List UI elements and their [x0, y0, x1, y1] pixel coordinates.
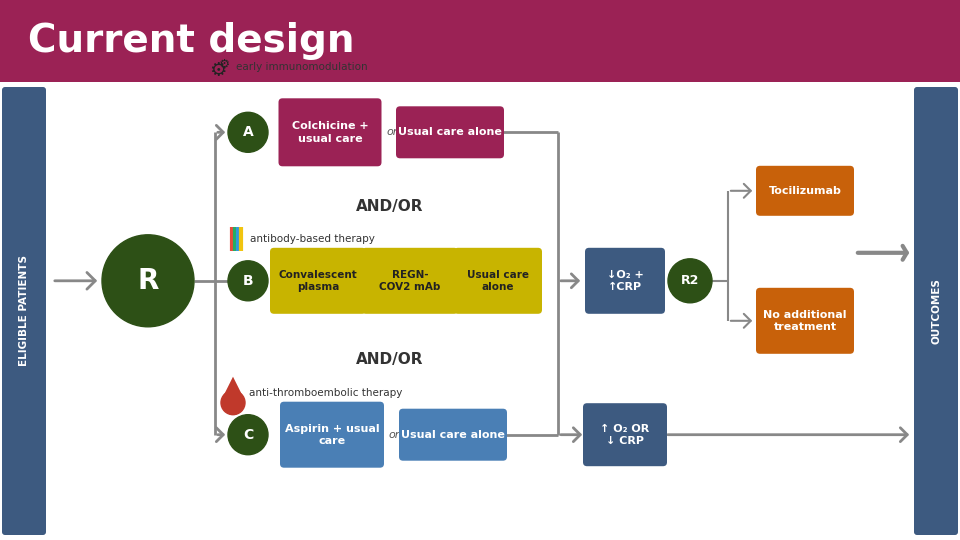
Text: ELIGIBLE PATIENTS: ELIGIBLE PATIENTS — [19, 255, 29, 367]
FancyBboxPatch shape — [270, 248, 366, 314]
Text: R2: R2 — [681, 274, 699, 287]
Circle shape — [668, 259, 712, 303]
Text: ⚙: ⚙ — [209, 61, 227, 80]
Polygon shape — [223, 377, 243, 397]
FancyBboxPatch shape — [362, 248, 458, 314]
FancyBboxPatch shape — [278, 98, 381, 166]
Text: or: or — [457, 276, 468, 286]
Text: No additional
treatment: No additional treatment — [763, 309, 847, 332]
Text: early immunomodulation: early immunomodulation — [236, 62, 368, 72]
Text: Colchicine +
usual care: Colchicine + usual care — [292, 121, 369, 144]
Text: Usual care alone: Usual care alone — [401, 430, 505, 440]
Circle shape — [102, 235, 194, 327]
Text: A: A — [243, 125, 253, 139]
FancyBboxPatch shape — [756, 166, 854, 216]
Text: Convalescent
plasma: Convalescent plasma — [278, 269, 357, 292]
FancyBboxPatch shape — [280, 402, 384, 468]
Text: AND/OR: AND/OR — [356, 352, 423, 367]
Text: OUTCOMES: OUTCOMES — [931, 278, 941, 344]
Circle shape — [228, 261, 268, 301]
Text: C: C — [243, 428, 253, 442]
Text: ↑ O₂ OR
↓ CRP: ↑ O₂ OR ↓ CRP — [600, 423, 650, 446]
Circle shape — [228, 415, 268, 455]
Text: or: or — [386, 127, 397, 137]
Text: Usual care
alone: Usual care alone — [467, 269, 529, 292]
FancyBboxPatch shape — [2, 87, 46, 535]
Text: Aspirin + usual
care: Aspirin + usual care — [285, 423, 379, 446]
FancyBboxPatch shape — [914, 87, 958, 535]
FancyBboxPatch shape — [583, 403, 667, 466]
Text: R: R — [137, 267, 158, 295]
Text: or: or — [366, 276, 376, 286]
Text: REGN-
COV2 mAb: REGN- COV2 mAb — [379, 269, 441, 292]
Text: anti-thromboembolic therapy: anti-thromboembolic therapy — [249, 388, 402, 397]
Text: B: B — [243, 274, 253, 288]
Text: or: or — [388, 430, 399, 440]
FancyBboxPatch shape — [0, 0, 960, 82]
FancyBboxPatch shape — [396, 106, 504, 158]
Text: ↓O₂ +
↑CRP: ↓O₂ + ↑CRP — [607, 269, 643, 292]
Circle shape — [221, 391, 245, 415]
Text: AND/OR: AND/OR — [356, 199, 423, 214]
FancyBboxPatch shape — [454, 248, 542, 314]
FancyBboxPatch shape — [399, 409, 507, 461]
Text: antibody-based therapy: antibody-based therapy — [250, 234, 374, 244]
Text: ⚙: ⚙ — [218, 58, 229, 71]
Text: Usual care alone: Usual care alone — [398, 127, 502, 137]
FancyBboxPatch shape — [585, 248, 665, 314]
FancyBboxPatch shape — [756, 288, 854, 354]
Circle shape — [228, 112, 268, 152]
Text: Tocilizumab: Tocilizumab — [769, 186, 841, 196]
Text: Current design: Current design — [28, 22, 354, 60]
